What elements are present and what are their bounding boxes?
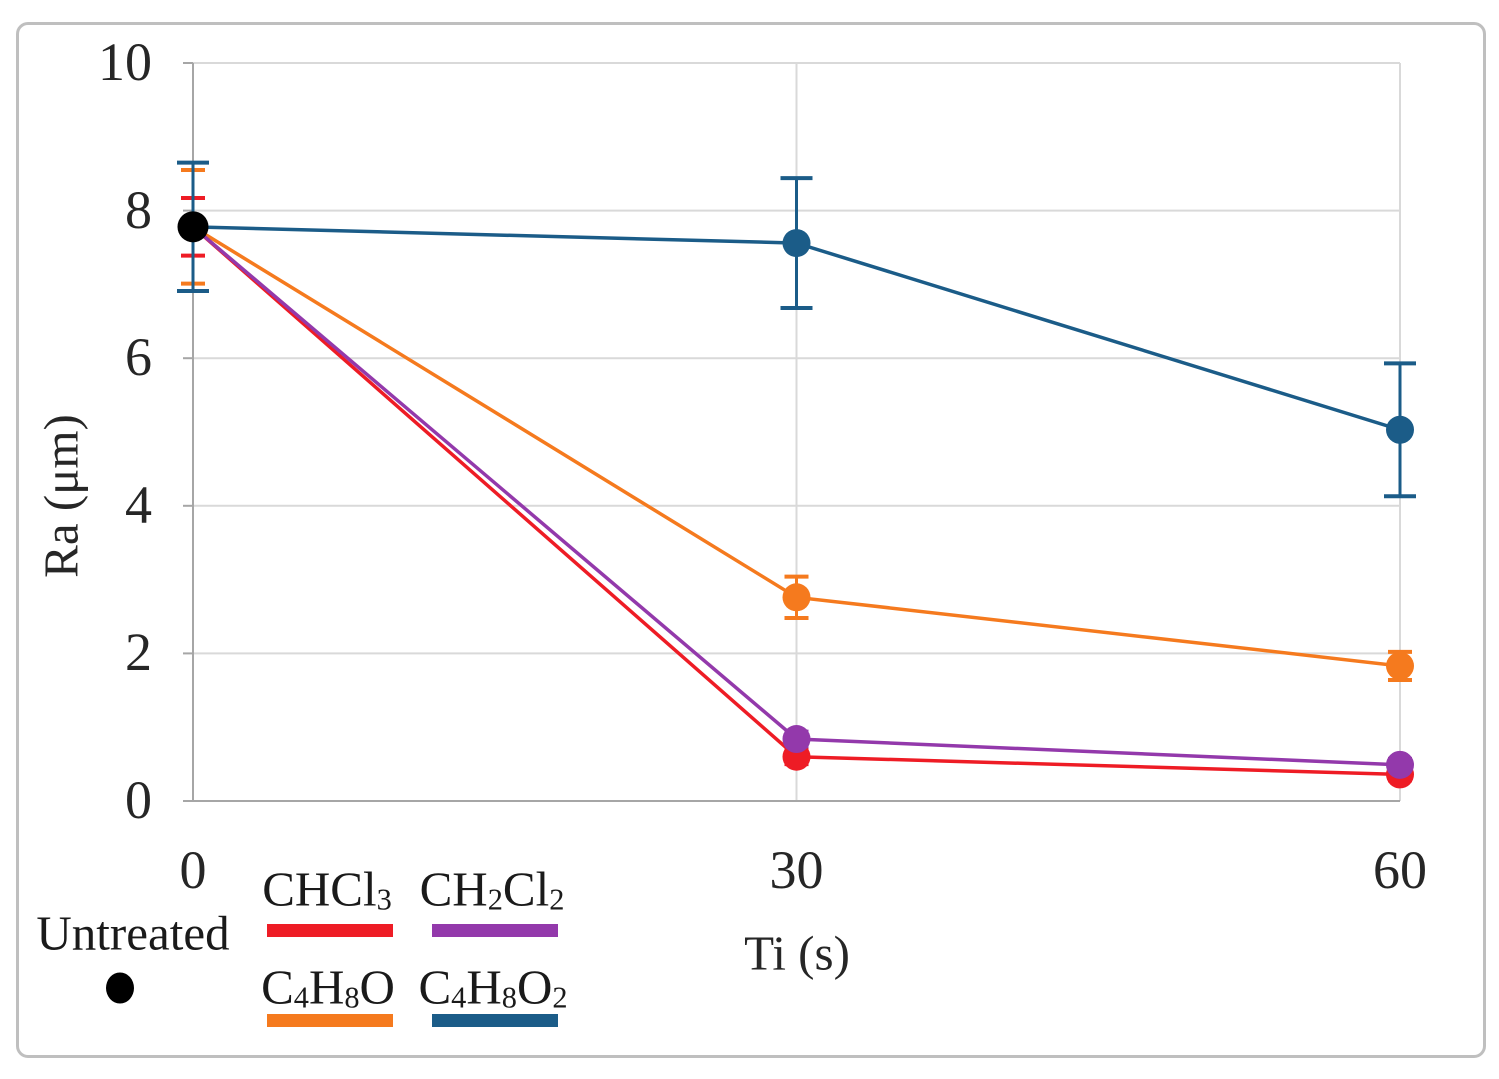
x-tick-label-0: 0	[179, 840, 207, 900]
legend-untreated-marker	[106, 972, 134, 1004]
legend-swatch-chcl3	[267, 924, 393, 937]
y-tick-label-0: 0	[125, 769, 152, 830]
marker-c4h8o	[1386, 651, 1414, 680]
marker-c4h8o2	[1386, 415, 1414, 444]
x-axis-title: Ti (s)	[744, 925, 850, 981]
legend-swatch-ch2cl2	[432, 924, 558, 937]
legend-swatch-c4h8o2	[432, 1014, 558, 1027]
marker-untreated	[177, 211, 209, 243]
marker-ch2cl2	[1386, 750, 1414, 779]
legend-label-c4h8o: C4H8O	[261, 959, 395, 1015]
legend-label-ch2cl2: CH2Cl2	[419, 861, 565, 917]
y-tick-label-10: 10	[98, 31, 152, 92]
legend-swatch-c4h8o	[267, 1014, 393, 1027]
marker-c4h8o	[782, 583, 811, 612]
y-tick-label-2: 2	[125, 622, 152, 683]
y-tick-label-6: 6	[125, 327, 152, 388]
x-tick-label-30: 30	[769, 840, 824, 900]
legend-untreated-label: Untreated	[36, 905, 230, 961]
marker-ch2cl2	[782, 725, 811, 754]
y-axis-title: Ra (μm)	[33, 414, 89, 578]
x-tick-label-60: 60	[1373, 840, 1427, 900]
legend-label-chcl3: CHCl3	[262, 861, 392, 917]
y-tick-label-4: 4	[125, 474, 152, 535]
marker-c4h8o2	[782, 229, 811, 258]
legend-label-c4h8o2: C4H8O2	[418, 959, 568, 1015]
y-tick-label-8: 8	[125, 179, 152, 240]
